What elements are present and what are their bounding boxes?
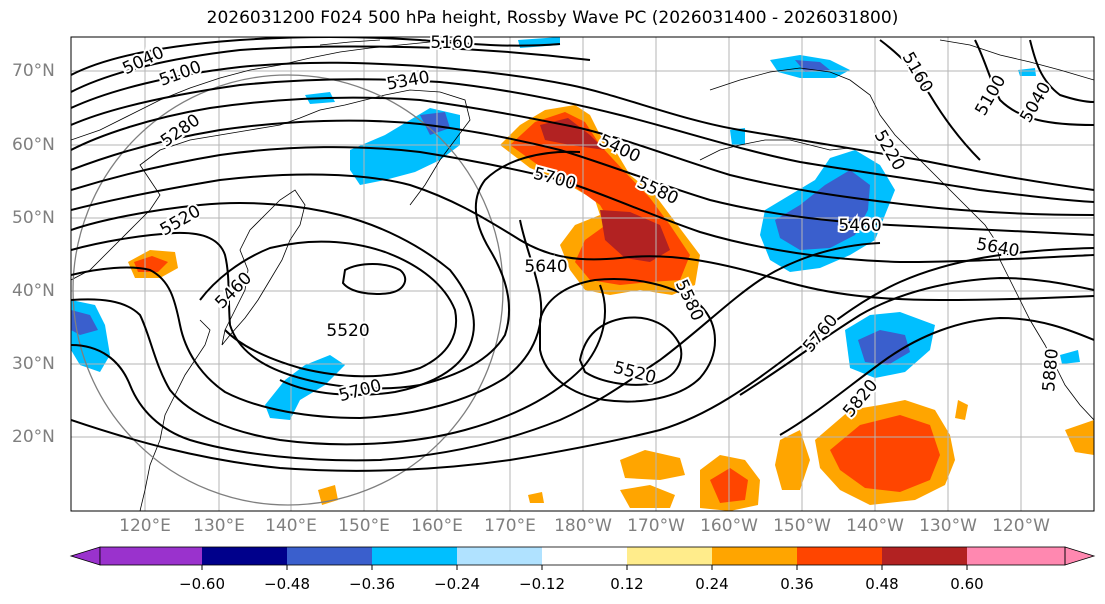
lon-label-140w: 140°W [846, 516, 904, 536]
contour-label: 5520 [324, 319, 371, 343]
colorbar-swatch [202, 547, 287, 565]
colorbar-tick-label: 0.36 [780, 575, 814, 593]
lat-label-40n: 40°N [12, 281, 55, 301]
colorbar-tick-label: −0.36 [349, 575, 395, 593]
lon-label-120e: 120°E [119, 516, 171, 536]
svg-text:5160: 5160 [430, 33, 473, 53]
colorbar-swatch [372, 547, 457, 565]
lon-label-160w: 160°W [700, 516, 758, 536]
lat-label-70n: 70°N [12, 61, 55, 81]
height-contours [71, 37, 1094, 472]
lon-label-170w: 170°W [627, 516, 685, 536]
lon-label-150e: 150°E [338, 516, 390, 536]
colorbar-swatch [287, 547, 372, 565]
lat-label-60n: 60°N [12, 135, 55, 155]
colorbar-swatch [797, 547, 882, 565]
lon-label-170e: 170°E [484, 516, 536, 536]
colorbar-swatch [882, 547, 967, 565]
colorbar-swatch [542, 547, 627, 565]
lon-label-150w: 150°W [773, 516, 831, 536]
lon-label-130w: 130°W [919, 516, 977, 536]
colorbar-tick-label: −0.12 [519, 575, 565, 593]
reference-circle [72, 74, 504, 506]
svg-text:5520: 5520 [326, 321, 369, 341]
colorbar-tick-label: −0.48 [264, 575, 310, 593]
colorbar-tick-label: 0.24 [695, 575, 729, 593]
colorbar-tick-label: 0.12 [610, 575, 644, 593]
colorbar-swatch [457, 547, 542, 565]
lon-label-130e: 130°E [193, 516, 245, 536]
colorbar-min-extend [69, 546, 101, 566]
lon-label-160e: 160°E [411, 516, 463, 536]
lon-label-140e: 140°E [265, 516, 317, 536]
colorbar-swatch [967, 547, 1065, 565]
map-frame [70, 36, 1095, 512]
lat-label-30n: 30°N [12, 354, 55, 374]
svg-text:5880: 5880 [1039, 348, 1063, 393]
lon-label-180w: 180°W [554, 516, 612, 536]
colorbar-max-extend [1064, 546, 1096, 566]
lat-label-20n: 20°N [12, 427, 55, 447]
contour-label: 5640 [522, 255, 569, 279]
svg-text:5460: 5460 [838, 216, 881, 236]
colorbar-tick-label: 0.48 [865, 575, 899, 593]
contour-label: 5880 [1037, 346, 1065, 395]
colorbar-tick-label: −0.24 [434, 575, 480, 593]
colorbar-swatch [627, 547, 712, 565]
negative-anomaly-shading [71, 37, 1080, 420]
colorbar-tick-label: −0.60 [179, 575, 225, 593]
map-title: 2026031200 F024 500 hPa height, Rossby W… [206, 8, 899, 28]
svg-text:5640: 5640 [524, 257, 567, 277]
lon-label-120w: 120°W [992, 516, 1050, 536]
contour-label: 5160 [428, 31, 475, 55]
coastlines [71, 39, 1094, 511]
colorbar-swatch [712, 547, 797, 565]
contour-label: 5460 [836, 214, 883, 238]
lat-label-50n: 50°N [12, 208, 55, 228]
colorbar-tick-label: 0.60 [950, 575, 984, 593]
colorbar-swatch [100, 547, 202, 565]
map-area [71, 37, 1094, 511]
colorbar [69, 546, 1096, 570]
